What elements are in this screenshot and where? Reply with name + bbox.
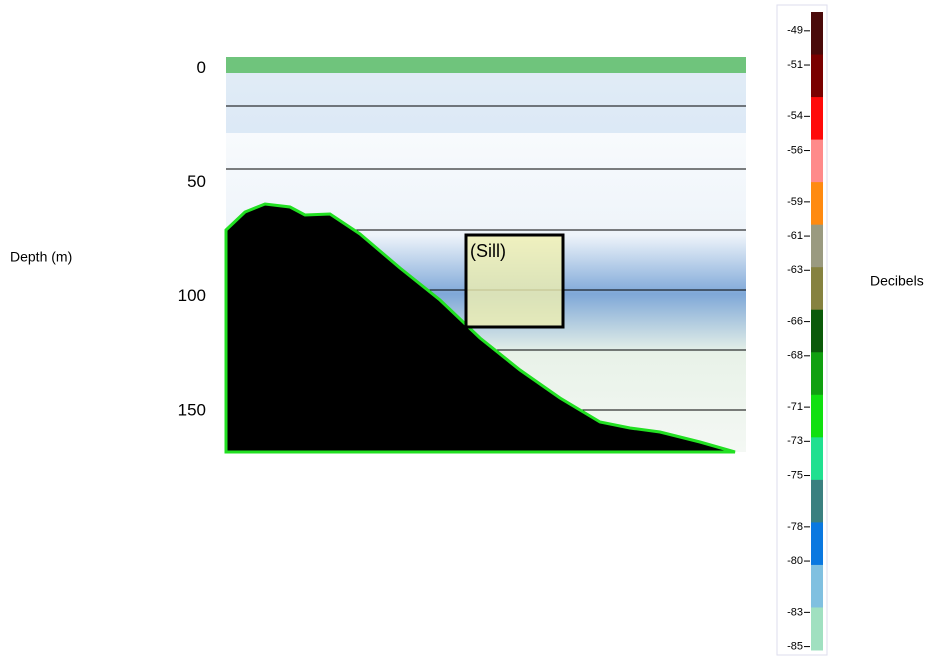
color-block — [811, 564, 823, 608]
colorbar-tick-label: -56 — [787, 144, 803, 156]
colorbar-tick-label: -63 — [787, 264, 803, 276]
seabed — [224, 202, 736, 454]
scatter-band — [226, 73, 746, 133]
colorbar-tick-label: -75 — [787, 469, 803, 481]
y-axis: 0 50 100 150 — [178, 58, 206, 419]
color-block — [811, 224, 823, 268]
colorbar-tick-label: -59 — [787, 196, 803, 208]
color-block — [811, 352, 823, 396]
color-block — [811, 12, 823, 56]
colorbar-tick-label: -78 — [787, 521, 803, 533]
y-tick-label: 150 — [178, 400, 206, 419]
color-block — [811, 607, 823, 651]
colorbar-tick-label: -49 — [787, 25, 803, 37]
colorbar-label: Decibels — [870, 273, 924, 289]
color-block — [811, 54, 823, 98]
colorbar-tick-label: -85 — [787, 640, 803, 652]
y-tick-label: 50 — [187, 172, 206, 191]
surface-band — [226, 57, 746, 73]
colorbar-tick-label: -61 — [787, 230, 803, 242]
colorbar-tick-label: -71 — [787, 401, 803, 413]
color-block — [811, 267, 823, 311]
colorbar-tick-label: -51 — [787, 59, 803, 71]
color-block — [811, 437, 823, 481]
color-block — [811, 479, 823, 523]
color-block — [811, 309, 823, 353]
color-block — [811, 139, 823, 183]
plot-area: (Sill) — [224, 57, 746, 454]
y-axis-label: Depth (m) — [10, 249, 72, 265]
y-tick-label: 0 — [197, 58, 206, 77]
colorbar: -49 -51 -54 -56 -59 -61 -63 -66 -68 -71 -73 -75 -78 -… — [776, 4, 828, 656]
color-block — [811, 522, 823, 566]
colorbar-tick-label: -80 — [787, 555, 803, 567]
colorbar-tick-label: -83 — [787, 606, 803, 618]
annotation: (Sill) — [470, 241, 506, 261]
y-tick-label: 100 — [178, 286, 206, 305]
colorbar-tick-label: -66 — [787, 315, 803, 327]
colorbar-tick-label: -73 — [787, 435, 803, 447]
color-block — [811, 182, 823, 226]
color-block — [811, 97, 823, 141]
sill-box — [464, 233, 565, 329]
color-block — [811, 394, 823, 438]
colorbar-tick-label: -54 — [787, 110, 803, 122]
colorbar-tick-label: -68 — [787, 350, 803, 362]
